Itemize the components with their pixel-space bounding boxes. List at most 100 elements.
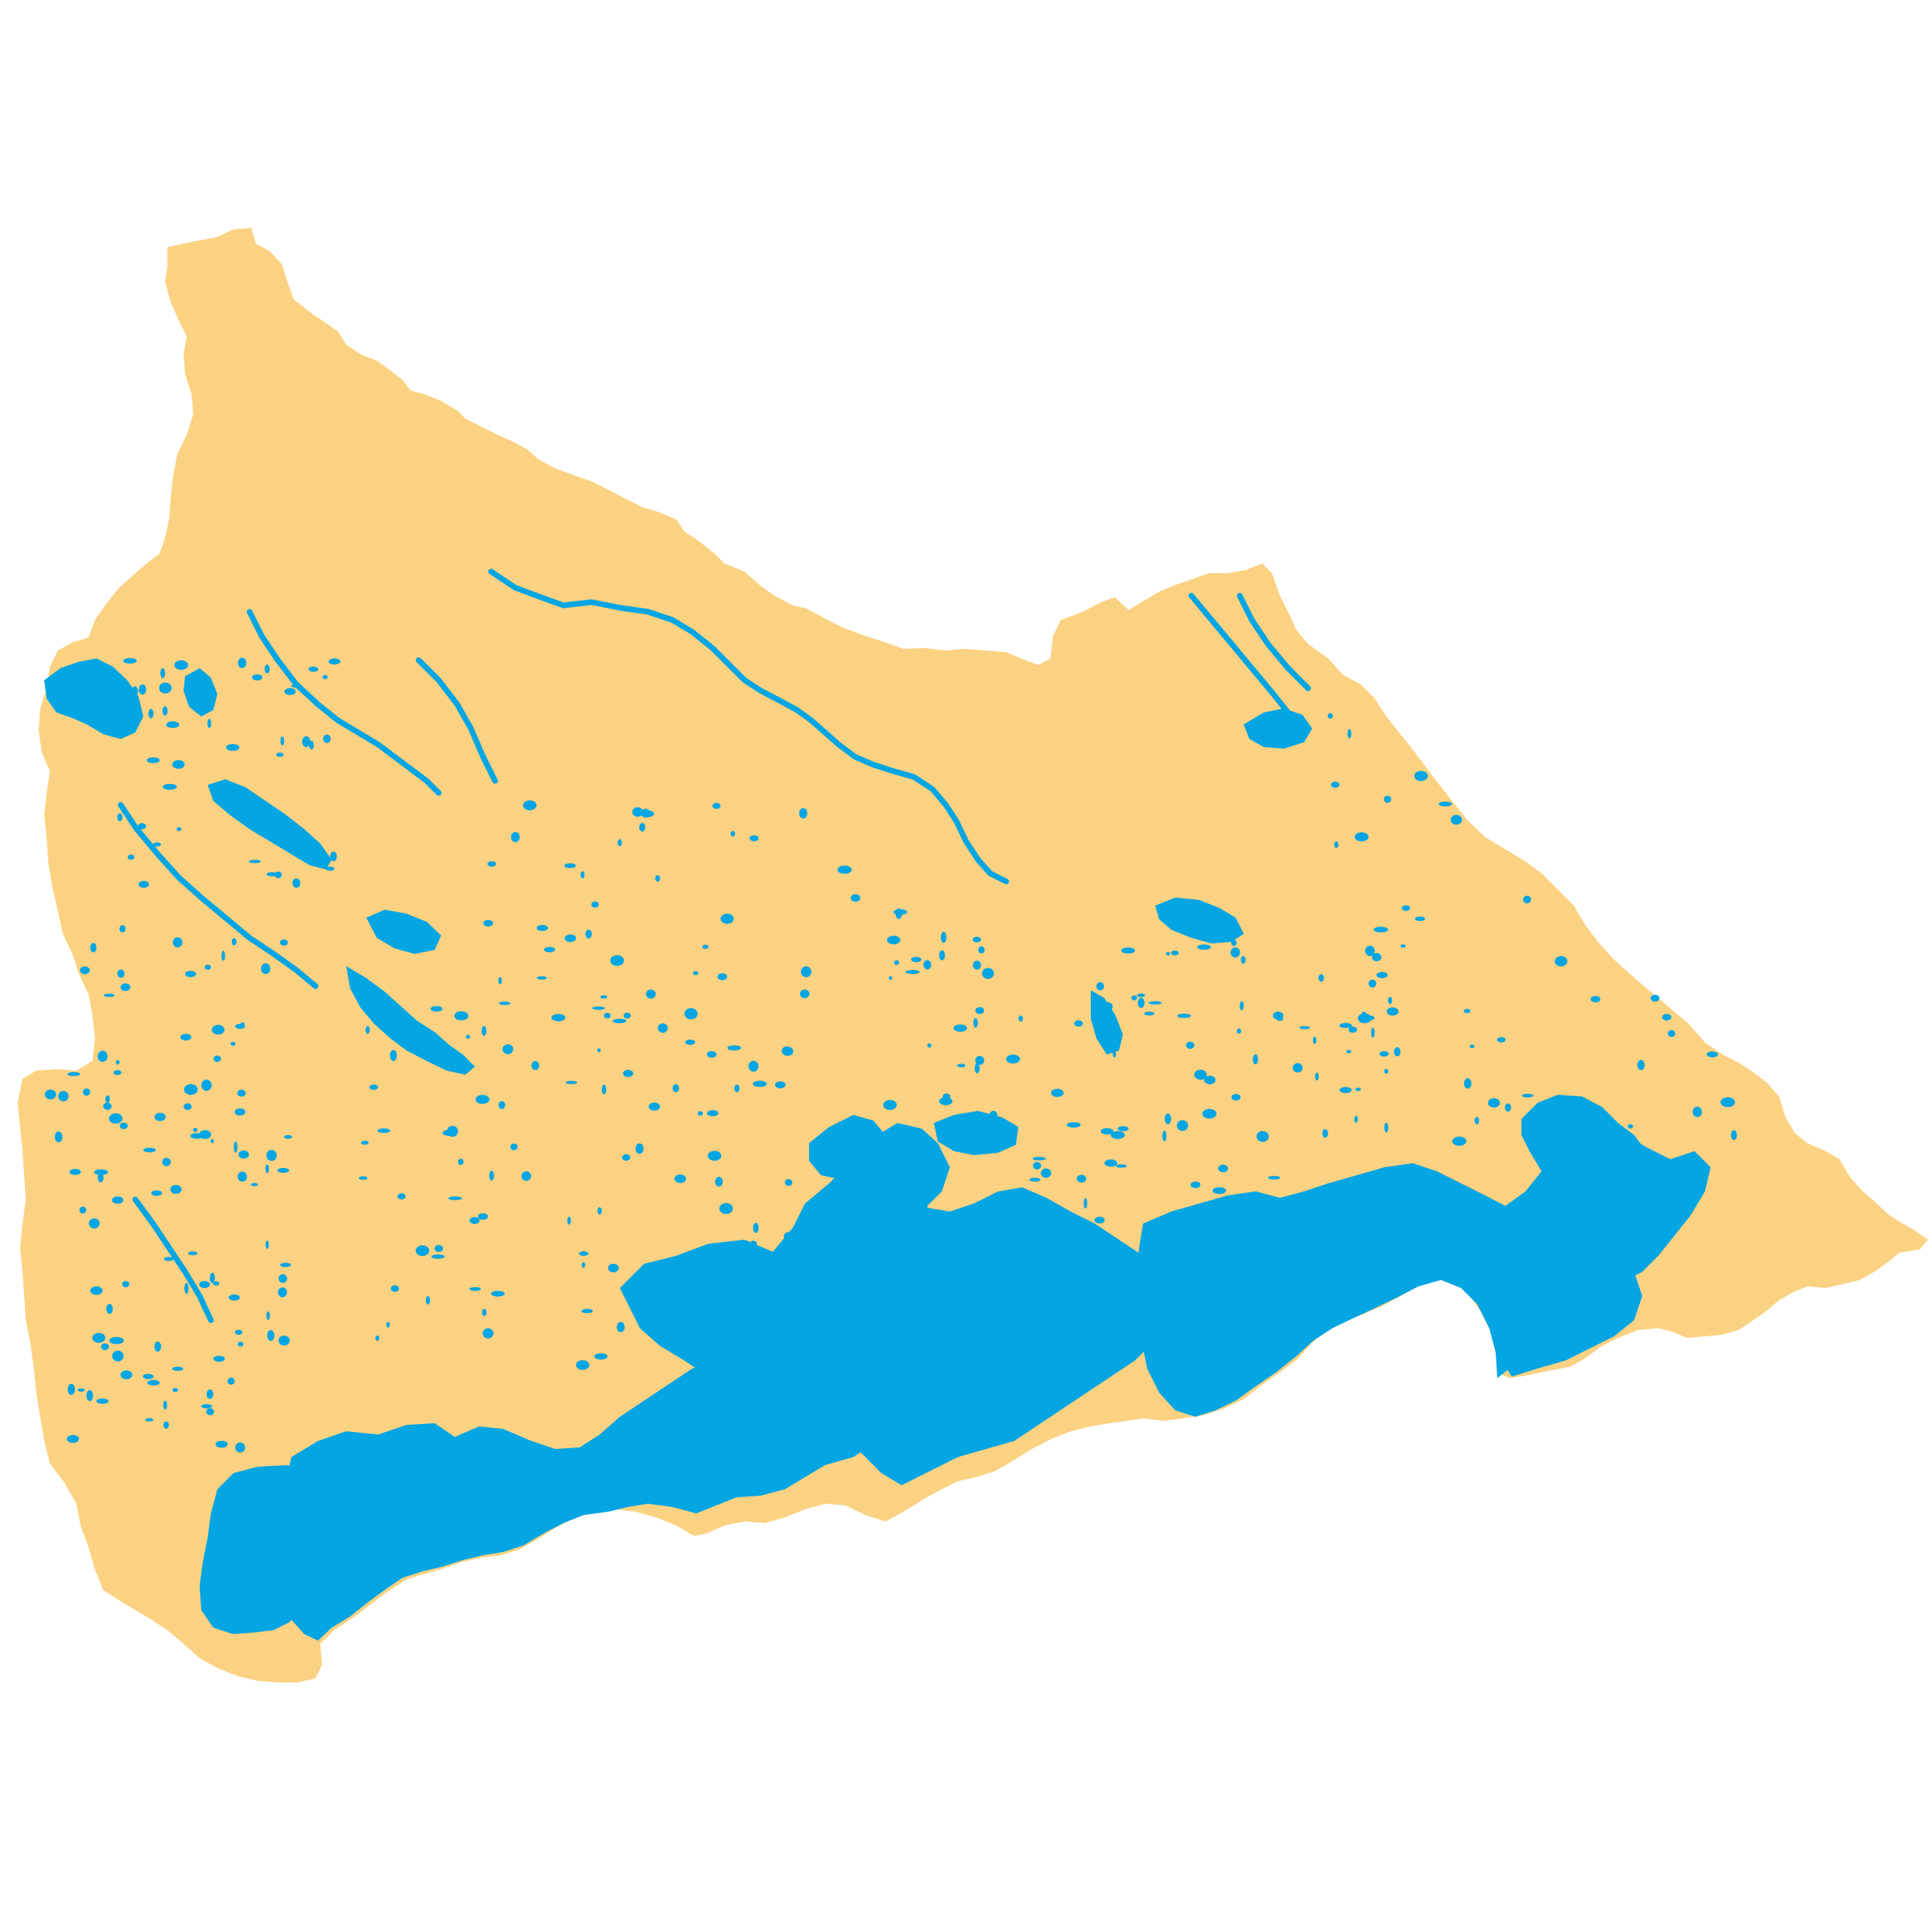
pond bbox=[906, 970, 920, 974]
pond bbox=[1334, 1219, 1345, 1225]
southern-wetland-west bbox=[278, 1356, 886, 1641]
pond bbox=[123, 658, 137, 664]
pond bbox=[204, 964, 212, 970]
pond bbox=[1033, 1162, 1042, 1170]
pond bbox=[1098, 1001, 1113, 1012]
southern-wetland-central bbox=[620, 1123, 1175, 1485]
pond bbox=[521, 1171, 531, 1181]
pond bbox=[551, 1013, 566, 1022]
pond bbox=[1293, 1063, 1303, 1073]
pond bbox=[1505, 1103, 1512, 1112]
pond bbox=[184, 1282, 189, 1294]
pond bbox=[894, 960, 900, 965]
pond bbox=[86, 1389, 93, 1402]
west-marsh bbox=[346, 966, 475, 1075]
river-tributary-northeast bbox=[1188, 592, 1291, 716]
pond bbox=[101, 1343, 109, 1351]
pond bbox=[147, 757, 160, 764]
pond bbox=[119, 1122, 128, 1129]
pond bbox=[264, 664, 270, 674]
pond bbox=[448, 1196, 462, 1200]
pond bbox=[612, 1018, 627, 1024]
pond bbox=[266, 1330, 275, 1341]
pond bbox=[1348, 729, 1352, 739]
pond bbox=[328, 658, 341, 665]
pond bbox=[265, 1164, 270, 1174]
pond bbox=[1212, 1234, 1219, 1241]
pond bbox=[1236, 1028, 1241, 1034]
small-ponds bbox=[44, 658, 1737, 1453]
pond bbox=[55, 1131, 63, 1142]
pond bbox=[1628, 1124, 1633, 1129]
pond bbox=[1720, 1097, 1736, 1108]
pond bbox=[1523, 895, 1531, 904]
pond bbox=[498, 1001, 511, 1005]
pond bbox=[386, 1322, 390, 1328]
pond bbox=[989, 1110, 997, 1120]
pond bbox=[67, 1435, 80, 1443]
pond bbox=[1650, 994, 1660, 1002]
pond bbox=[79, 1206, 87, 1214]
pond bbox=[229, 1294, 240, 1301]
pond bbox=[1010, 1229, 1025, 1240]
pond bbox=[717, 973, 728, 980]
pond bbox=[1355, 1088, 1361, 1092]
pond bbox=[323, 734, 331, 744]
pond bbox=[1116, 1164, 1127, 1168]
pond bbox=[120, 1370, 133, 1380]
pond bbox=[109, 1113, 123, 1124]
pond bbox=[753, 1223, 759, 1233]
pond bbox=[1005, 1055, 1021, 1064]
pond bbox=[174, 660, 188, 671]
pond bbox=[536, 925, 548, 931]
pond bbox=[465, 1034, 470, 1039]
pond bbox=[1253, 1054, 1258, 1065]
pond bbox=[482, 1328, 493, 1339]
pond bbox=[103, 1102, 112, 1110]
pond bbox=[1707, 1051, 1719, 1058]
pond bbox=[1354, 832, 1368, 842]
pond bbox=[190, 1133, 204, 1139]
pond bbox=[939, 950, 945, 960]
pond bbox=[1385, 1226, 1400, 1233]
pond bbox=[510, 1143, 518, 1150]
pond bbox=[277, 1167, 290, 1173]
pond bbox=[221, 951, 225, 961]
pond bbox=[1299, 1026, 1311, 1030]
pond bbox=[712, 803, 720, 809]
pond bbox=[215, 1440, 228, 1448]
pond bbox=[579, 1251, 588, 1257]
pond bbox=[280, 1262, 291, 1268]
rivers bbox=[118, 568, 1311, 1323]
pond bbox=[94, 1169, 109, 1175]
pond bbox=[895, 908, 902, 919]
pond bbox=[1197, 944, 1212, 950]
pond bbox=[623, 1012, 631, 1019]
pond bbox=[981, 968, 994, 979]
pond bbox=[850, 894, 861, 902]
pond bbox=[390, 1285, 399, 1292]
pond bbox=[308, 667, 319, 672]
pond bbox=[581, 1308, 593, 1314]
pond bbox=[207, 718, 212, 729]
pond bbox=[227, 1377, 235, 1385]
pond bbox=[594, 1353, 608, 1360]
pond bbox=[361, 1141, 369, 1145]
pond bbox=[1383, 795, 1392, 803]
pond bbox=[1110, 1131, 1125, 1139]
pond bbox=[1094, 1216, 1105, 1224]
pond bbox=[1076, 1174, 1087, 1183]
pond bbox=[498, 976, 502, 985]
pond bbox=[199, 1281, 210, 1289]
pond bbox=[489, 1170, 494, 1181]
pond bbox=[910, 956, 922, 963]
pond bbox=[639, 823, 646, 832]
pond bbox=[1386, 1007, 1399, 1016]
pond bbox=[1346, 1050, 1352, 1054]
pond bbox=[1692, 1106, 1703, 1117]
pond bbox=[1368, 1177, 1382, 1183]
pond bbox=[77, 1388, 85, 1392]
central-lake bbox=[809, 1115, 886, 1179]
pond bbox=[1032, 1157, 1046, 1161]
pond bbox=[377, 1128, 390, 1133]
